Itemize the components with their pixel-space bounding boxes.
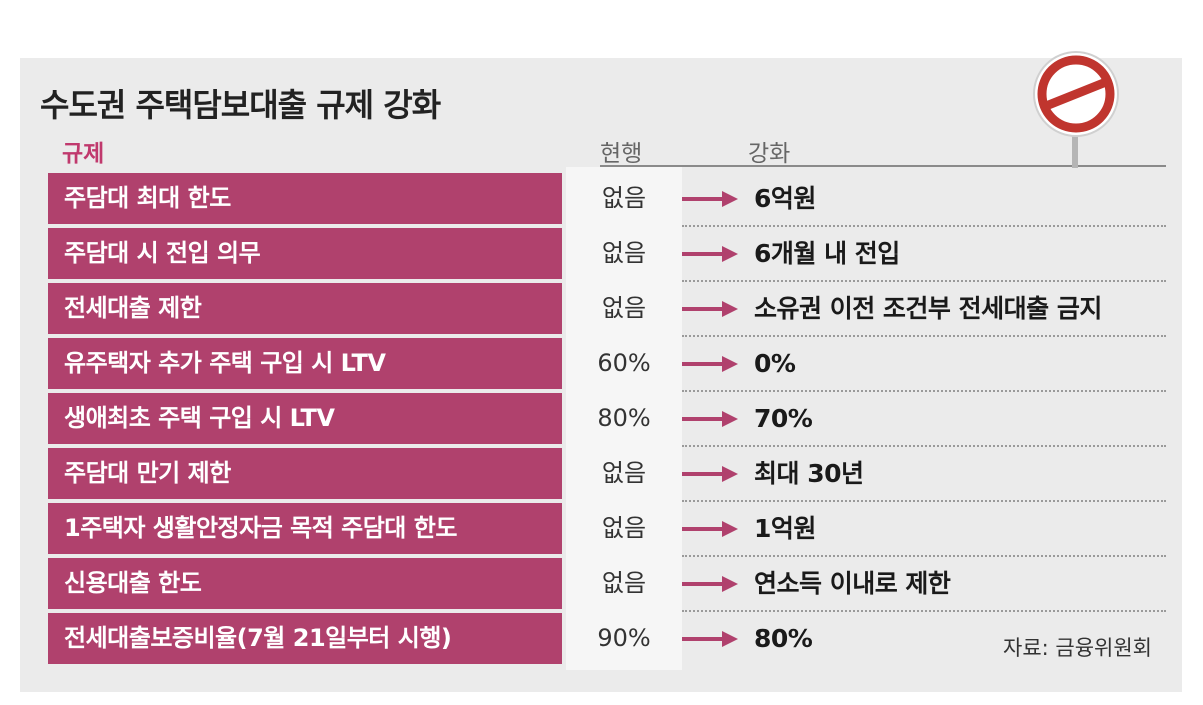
row-divider — [682, 500, 1166, 502]
table-row: 전세대출보증비율(7월 21일부터 시행) 90% 80% — [48, 613, 1166, 664]
row-new: 최대 30년 — [754, 459, 864, 488]
table-row: 1주택자 생활안정자금 목적 주담대 한도 없음 1억원 — [48, 503, 1166, 557]
row-divider — [682, 225, 1166, 227]
table-row: 주담대 만기 제한 없음 최대 30년 — [48, 448, 1166, 502]
right-arrow-icon — [682, 631, 738, 647]
row-new: 소유권 이전 조건부 전세대출 금지 — [754, 294, 1102, 323]
row-current: 없음 — [601, 514, 647, 542]
table-row: 생애최초 주택 구입 시 LTV 80% 70% — [48, 393, 1166, 447]
row-label: 전세대출 제한 — [48, 283, 562, 334]
row-current: 90% — [597, 624, 651, 652]
table-row: 주담대 최대 한도 없음 6억원 — [48, 173, 1166, 227]
header-strengthened: 강화 — [748, 141, 791, 167]
row-label: 1주택자 생활안정자금 목적 주담대 한도 — [48, 503, 562, 554]
row-label: 신용대출 한도 — [48, 558, 562, 609]
row-divider — [682, 335, 1166, 337]
header-regulation: 규제 — [62, 141, 105, 167]
row-label: 주담대 최대 한도 — [48, 173, 562, 224]
table-row: 신용대출 한도 없음 연소득 이내로 제한 — [48, 558, 1166, 612]
right-arrow-icon — [682, 576, 738, 592]
row-divider — [682, 390, 1166, 392]
header-current: 현행 — [600, 141, 643, 167]
page-title: 수도권 주택담보대출 규제 강화 — [40, 86, 441, 124]
right-arrow-icon — [682, 521, 738, 537]
row-current: 없음 — [601, 459, 647, 487]
row-new: 70% — [754, 404, 813, 433]
row-new: 6억원 — [754, 184, 816, 213]
row-current: 없음 — [601, 569, 647, 597]
row-new: 0% — [754, 349, 796, 378]
row-current: 없음 — [601, 294, 647, 322]
row-current: 60% — [597, 349, 651, 377]
prohibition-sign-icon — [1033, 51, 1119, 168]
table-row: 주담대 시 전입 의무 없음 6개월 내 전입 — [48, 228, 1166, 282]
row-new: 연소득 이내로 제한 — [754, 569, 951, 598]
right-arrow-icon — [682, 356, 738, 372]
table-row: 유주택자 추가 주택 구입 시 LTV 60% 0% — [48, 338, 1166, 392]
row-divider — [682, 610, 1166, 612]
row-label: 유주택자 추가 주택 구입 시 LTV — [48, 338, 562, 389]
row-label: 주담대 만기 제한 — [48, 448, 562, 499]
right-arrow-icon — [682, 411, 738, 427]
table-row: 전세대출 제한 없음 소유권 이전 조건부 전세대출 금지 — [48, 283, 1166, 337]
source-note: 자료: 금융위원회 — [1003, 636, 1152, 660]
current-column-background — [566, 167, 682, 670]
row-label: 주담대 시 전입 의무 — [48, 228, 562, 279]
header-divider — [600, 165, 1166, 167]
row-divider — [682, 280, 1166, 282]
row-current: 없음 — [601, 184, 647, 212]
row-divider — [682, 555, 1166, 557]
row-new: 1억원 — [754, 514, 816, 543]
row-new: 80% — [754, 624, 813, 653]
right-arrow-icon — [682, 466, 738, 482]
right-arrow-icon — [682, 246, 738, 262]
row-new: 6개월 내 전입 — [754, 239, 900, 268]
row-current: 없음 — [601, 239, 647, 267]
row-current: 80% — [597, 404, 651, 432]
right-arrow-icon — [682, 191, 738, 207]
row-label: 생애최초 주택 구입 시 LTV — [48, 393, 562, 444]
row-divider — [682, 445, 1166, 447]
right-arrow-icon — [682, 301, 738, 317]
row-label: 전세대출보증비율(7월 21일부터 시행) — [48, 613, 562, 664]
